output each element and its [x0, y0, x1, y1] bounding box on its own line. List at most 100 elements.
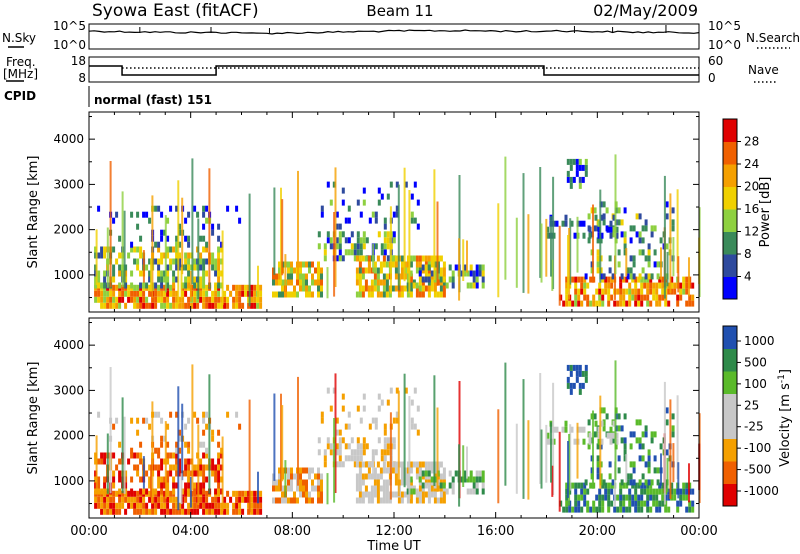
- velocity-cell: [199, 458, 203, 465]
- power-cell: [139, 246, 143, 253]
- velocity-cell: [632, 479, 636, 486]
- velocity-cell: [142, 496, 146, 503]
- velocity-cell: [160, 482, 164, 489]
- velocity-cell: [383, 449, 387, 456]
- power-cell: [415, 255, 419, 262]
- velocity-cell: [394, 473, 398, 480]
- power-cell: [400, 273, 404, 280]
- power-cell: [424, 255, 428, 262]
- velocity-cell: [184, 508, 188, 515]
- power-cell: [374, 211, 378, 218]
- velocity-cell: [217, 488, 221, 495]
- velocity-cell: [211, 464, 215, 471]
- velocity-streak: [669, 399, 672, 499]
- velocity-cell: [142, 417, 146, 424]
- power-cell: [581, 176, 585, 183]
- power-cell: [609, 220, 613, 227]
- velocity-cell: [610, 500, 614, 507]
- velocity-cell: [619, 500, 623, 507]
- velocity-cell: [584, 479, 588, 486]
- power-streak: [527, 214, 530, 294]
- power-cell: [565, 288, 569, 295]
- power-cell: [181, 290, 185, 297]
- velocity-cell: [190, 508, 194, 515]
- velocity-cell: [664, 506, 668, 513]
- velocity-cell: [661, 488, 665, 495]
- velocity-cell: [373, 479, 377, 486]
- power-cell: [112, 290, 116, 297]
- colorbar-tick-label: 1000: [744, 334, 775, 348]
- nave-tick-top: 60: [708, 54, 723, 68]
- velocity-cell: [358, 473, 362, 480]
- power-cell: [658, 294, 662, 301]
- power-cell: [205, 217, 209, 224]
- velocity-cell: [353, 455, 357, 462]
- power-cell: [685, 276, 689, 283]
- velocity-streak: [515, 423, 518, 494]
- power-cell: [139, 302, 143, 309]
- velocity-cell: [631, 482, 635, 489]
- velocity-cell: [136, 429, 140, 436]
- velocity-cell: [154, 502, 158, 509]
- velocity-cell: [256, 502, 260, 509]
- power-cell: [154, 282, 158, 289]
- velocity-cell: [172, 502, 176, 509]
- velocity-cell: [202, 502, 206, 509]
- velocity-cell: [566, 364, 570, 371]
- velocity-cell: [658, 482, 662, 489]
- power-cell: [235, 284, 239, 291]
- power-cell: [211, 302, 215, 309]
- velocity-cell: [653, 431, 657, 438]
- power-cell: [193, 296, 197, 303]
- power-cell: [199, 290, 203, 297]
- velocity-cell: [250, 508, 254, 515]
- power-cell: [595, 300, 599, 307]
- velocity-cell: [424, 470, 428, 477]
- velocity-cell: [320, 473, 323, 480]
- power-cell: [400, 285, 404, 292]
- power-cell: [574, 300, 578, 307]
- velocity-cell: [214, 502, 218, 509]
- power-cell: [637, 300, 641, 307]
- velocity-cell: [421, 497, 425, 504]
- velocity-cell: [652, 500, 656, 507]
- velocity-cell: [404, 387, 408, 394]
- velocity-cell: [259, 496, 263, 503]
- power-cell: [136, 246, 140, 253]
- power-cell: [338, 255, 342, 262]
- power-cell: [133, 296, 137, 303]
- power-cell: [347, 205, 351, 212]
- power-cell: [281, 291, 284, 298]
- power-cell: [383, 237, 387, 244]
- velocity-cell: [463, 476, 467, 483]
- noise-left-tick-top: 10^5: [53, 19, 86, 33]
- colorbar-segment: [723, 483, 737, 507]
- velocity-cell: [160, 458, 164, 465]
- velocity-cell: [290, 467, 293, 474]
- power-cell: [202, 235, 206, 242]
- velocity-cell: [619, 494, 623, 501]
- velocity-cell: [637, 500, 641, 507]
- power-streak: [334, 167, 337, 287]
- velocity-cell: [575, 364, 579, 371]
- power-cell: [622, 288, 626, 295]
- power-cell: [142, 211, 146, 218]
- velocity-cell: [601, 500, 605, 507]
- velocity-cell: [481, 470, 485, 477]
- velocity-cell: [160, 435, 164, 442]
- velocity-cell: [341, 437, 345, 444]
- power-cell: [418, 270, 422, 277]
- velocity-cell: [160, 417, 164, 424]
- power-cell: [136, 290, 140, 297]
- power-cell: [175, 276, 179, 283]
- power-cell: [685, 300, 689, 307]
- power-cell: [361, 291, 365, 298]
- power-cell: [127, 252, 131, 259]
- velocity-cell: [574, 494, 578, 501]
- power-cell: [157, 296, 161, 303]
- velocity-cell: [115, 464, 119, 471]
- power-cell: [386, 255, 390, 262]
- power-cell: [356, 237, 360, 244]
- velocity-cell: [361, 461, 365, 468]
